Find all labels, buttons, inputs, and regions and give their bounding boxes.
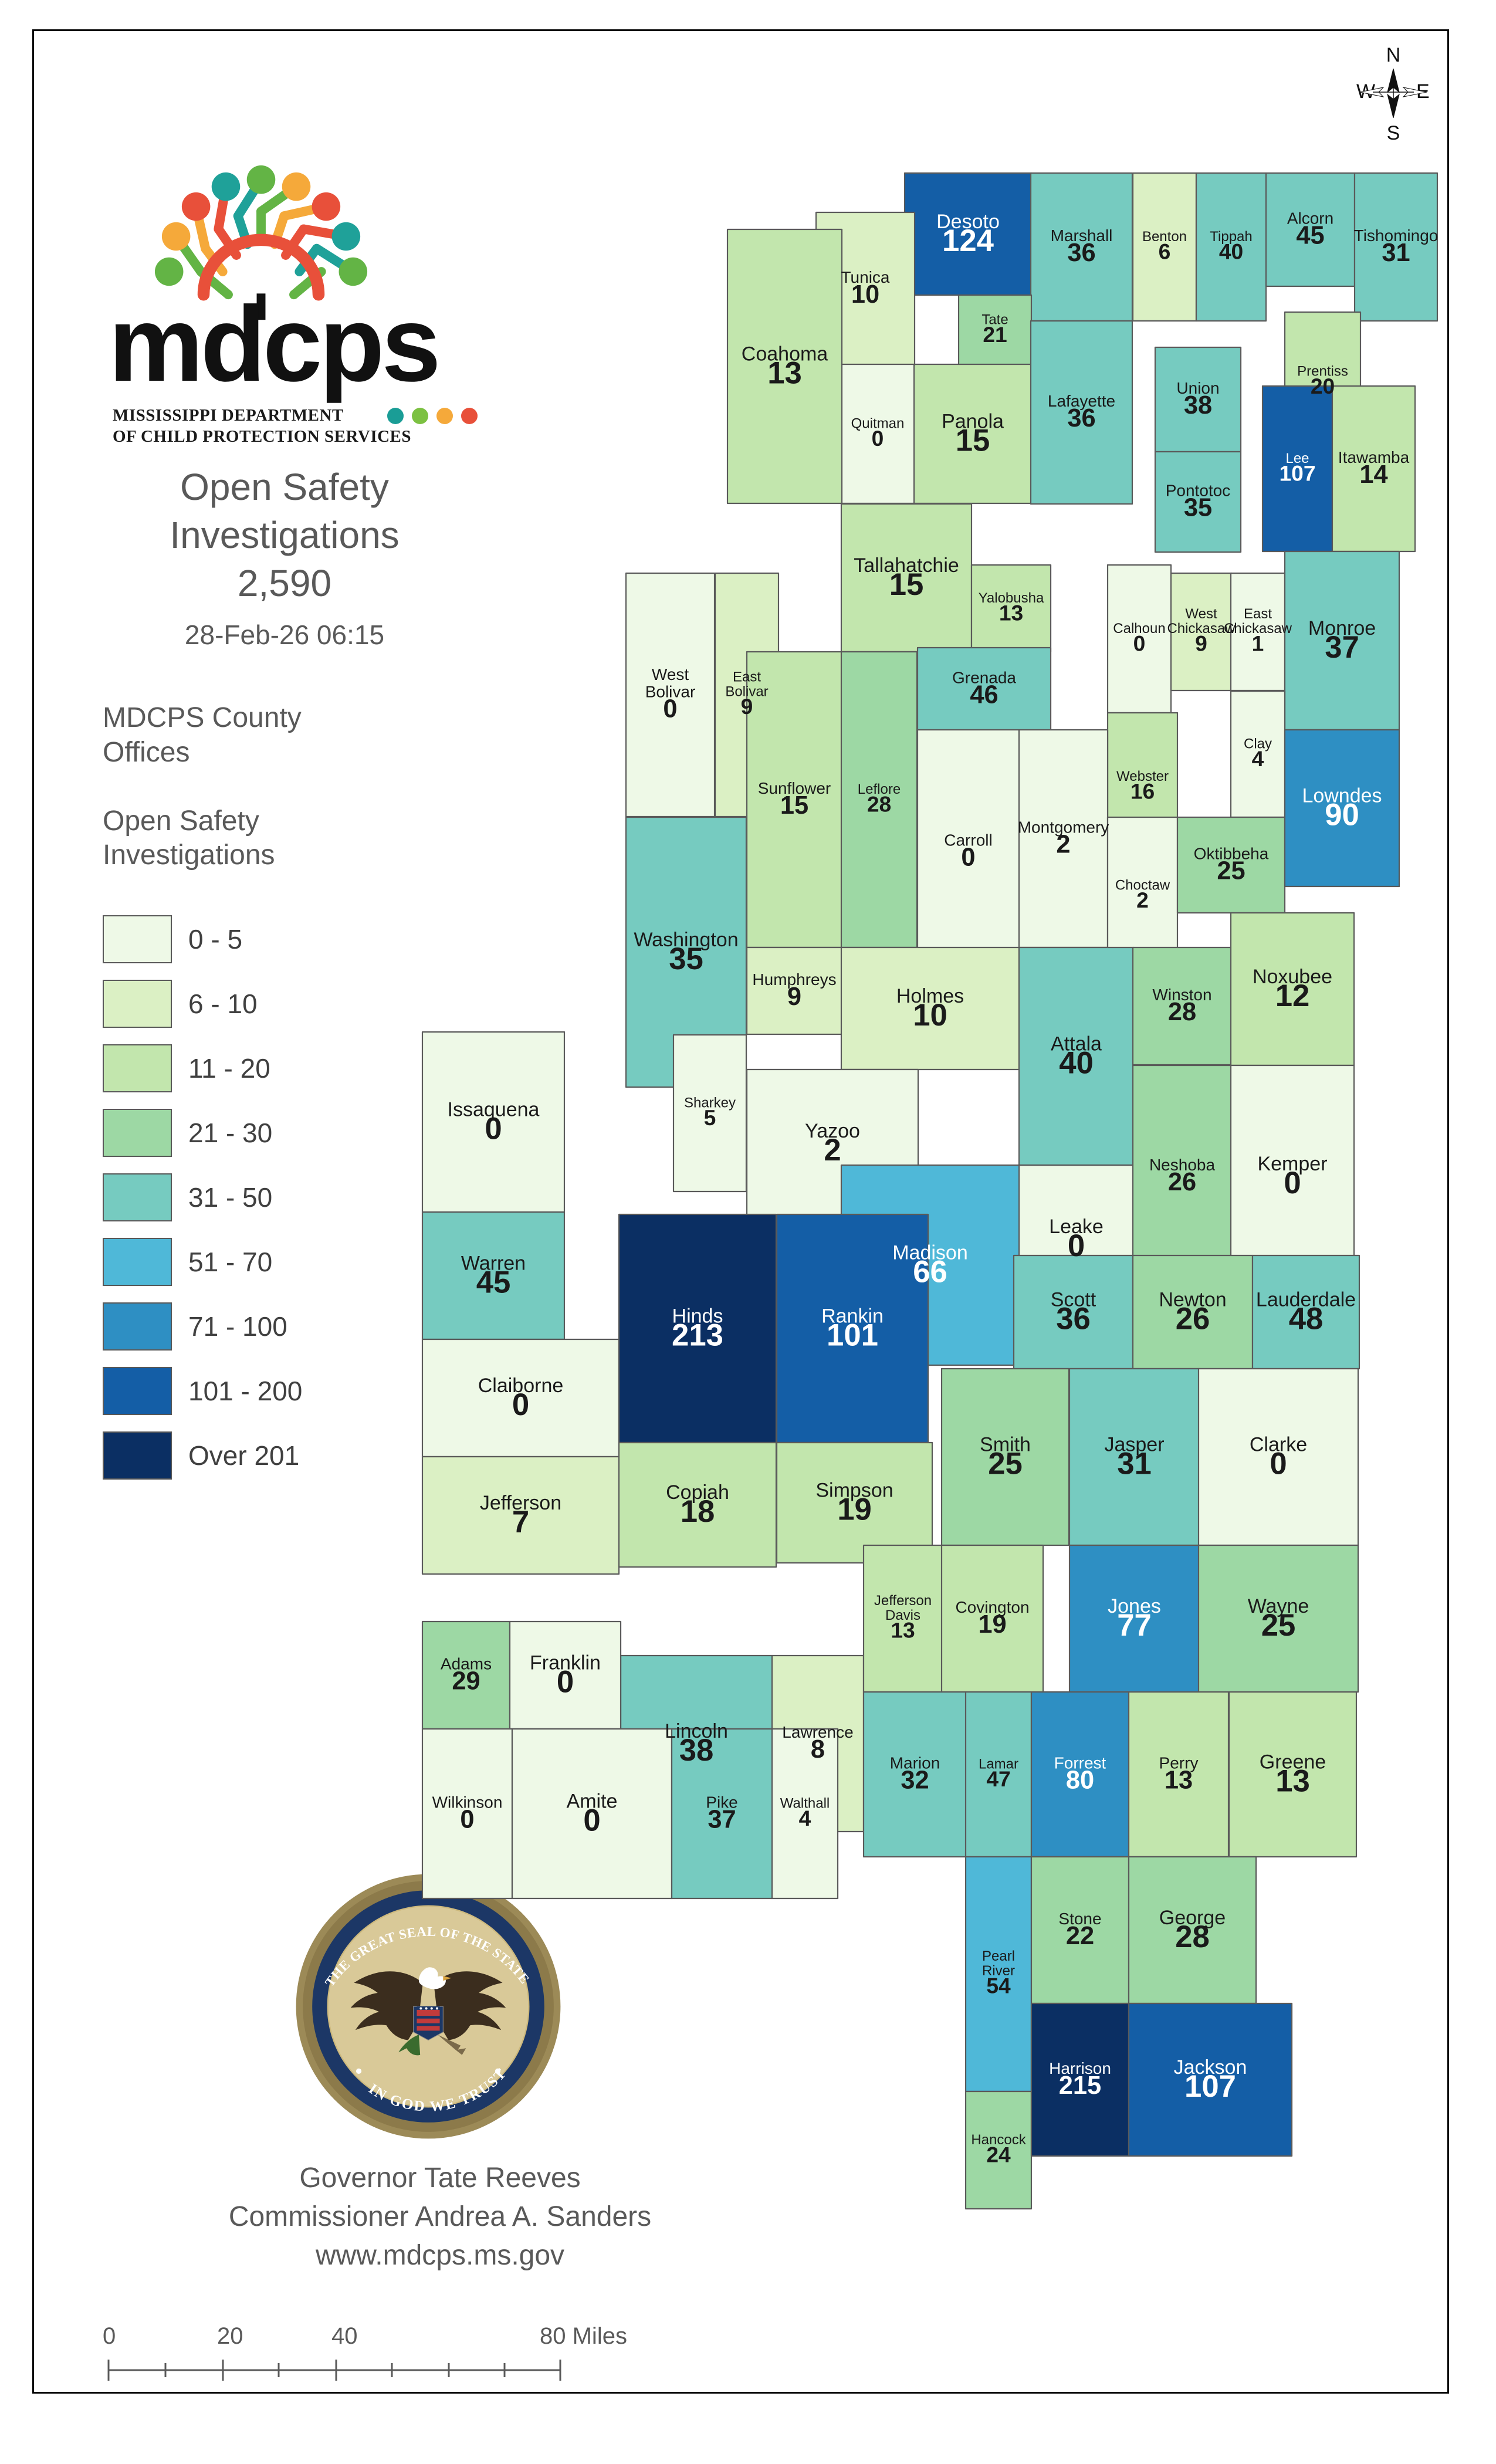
svg-text:21: 21 [983, 322, 1007, 347]
svg-text:9: 9 [741, 694, 753, 719]
svg-text:13: 13 [767, 356, 802, 390]
svg-text:40: 40 [1059, 1045, 1094, 1080]
svg-text:7: 7 [512, 1505, 529, 1539]
svg-text:13: 13 [1275, 1764, 1310, 1798]
svg-text:13: 13 [1165, 1766, 1193, 1794]
svg-text:26: 26 [1176, 1301, 1210, 1336]
svg-text:38: 38 [679, 1733, 714, 1768]
svg-text:35: 35 [1184, 493, 1212, 522]
svg-text:19: 19 [837, 1492, 872, 1527]
svg-text:37: 37 [1325, 630, 1359, 665]
svg-text:4: 4 [1252, 746, 1264, 771]
svg-text:0: 0 [872, 426, 884, 451]
svg-text:19: 19 [978, 1610, 1006, 1639]
svg-text:28: 28 [1175, 1920, 1210, 1954]
svg-text:12: 12 [1275, 979, 1310, 1013]
svg-text:107: 107 [1184, 2069, 1236, 2104]
svg-text:45: 45 [476, 1265, 511, 1299]
svg-text:54: 54 [986, 1973, 1011, 1998]
svg-text:10: 10 [851, 280, 879, 309]
svg-text:215: 215 [1059, 2072, 1101, 2100]
svg-text:28: 28 [1168, 998, 1196, 1026]
svg-text:20: 20 [1311, 374, 1335, 398]
svg-text:15: 15 [889, 567, 924, 602]
svg-text:40: 40 [1219, 239, 1243, 263]
svg-text:25: 25 [988, 1446, 1023, 1481]
svg-text:31: 31 [1382, 239, 1410, 267]
svg-text:48: 48 [1289, 1301, 1324, 1336]
svg-text:213: 213 [672, 1318, 723, 1352]
svg-text:101: 101 [827, 1318, 878, 1352]
svg-text:32: 32 [901, 1766, 929, 1794]
svg-text:0: 0 [1068, 1228, 1085, 1263]
svg-text:East: East [733, 669, 761, 685]
svg-text:18: 18 [681, 1494, 715, 1529]
svg-text:5: 5 [704, 1105, 716, 1130]
svg-text:2: 2 [1136, 888, 1149, 912]
svg-text:1: 1 [1252, 631, 1264, 655]
svg-text:0: 0 [557, 1664, 574, 1699]
svg-text:Jefferson: Jefferson [874, 1593, 932, 1609]
svg-text:36: 36 [1056, 1301, 1091, 1336]
svg-text:Pearl: Pearl [982, 1948, 1015, 1964]
svg-text:0: 0 [460, 1805, 474, 1833]
svg-text:28: 28 [867, 791, 891, 816]
svg-text:16: 16 [1131, 779, 1155, 803]
svg-text:13: 13 [999, 600, 1023, 625]
svg-text:0: 0 [512, 1387, 529, 1422]
svg-text:East: East [1244, 606, 1272, 622]
svg-text:124: 124 [942, 224, 994, 258]
svg-text:35: 35 [669, 942, 703, 976]
svg-text:West: West [652, 665, 689, 683]
svg-text:0: 0 [583, 1803, 600, 1837]
svg-text:9: 9 [787, 983, 801, 1011]
svg-text:15: 15 [780, 791, 808, 820]
svg-text:38: 38 [1184, 391, 1212, 419]
svg-text:10: 10 [913, 998, 947, 1033]
svg-text:14: 14 [1359, 461, 1387, 489]
svg-text:80: 80 [1066, 1766, 1094, 1794]
svg-text:29: 29 [452, 1667, 480, 1695]
svg-text:36: 36 [1067, 239, 1095, 267]
svg-text:0: 0 [1270, 1446, 1287, 1481]
svg-text:0: 0 [961, 843, 975, 871]
svg-text:4: 4 [799, 1806, 811, 1830]
svg-text:6: 6 [1159, 239, 1171, 263]
svg-text:77: 77 [1117, 1608, 1152, 1643]
svg-text:2: 2 [1056, 830, 1070, 858]
svg-text:90: 90 [1325, 797, 1359, 832]
svg-text:107: 107 [1279, 461, 1315, 485]
svg-text:46: 46 [970, 681, 998, 709]
svg-text:22: 22 [1066, 1922, 1094, 1950]
svg-text:13: 13 [891, 1617, 915, 1642]
svg-text:0: 0 [485, 1111, 502, 1146]
svg-text:West: West [1185, 606, 1217, 622]
svg-text:9: 9 [1195, 631, 1207, 655]
svg-text:25: 25 [1217, 857, 1245, 885]
svg-text:47: 47 [986, 1766, 1010, 1791]
svg-text:25: 25 [1261, 1608, 1296, 1643]
svg-text:36: 36 [1067, 404, 1095, 432]
svg-text:66: 66 [913, 1254, 947, 1289]
svg-text:0: 0 [1284, 1166, 1301, 1200]
svg-text:37: 37 [708, 1805, 736, 1833]
svg-text:15: 15 [956, 423, 990, 458]
svg-text:24: 24 [986, 2142, 1011, 2167]
svg-text:0: 0 [1133, 631, 1146, 655]
svg-text:26: 26 [1168, 1168, 1196, 1196]
svg-text:2: 2 [824, 1133, 841, 1167]
svg-text:8: 8 [811, 1735, 825, 1764]
svg-text:31: 31 [1117, 1446, 1152, 1481]
svg-text:0: 0 [663, 695, 677, 723]
svg-text:45: 45 [1296, 221, 1324, 249]
